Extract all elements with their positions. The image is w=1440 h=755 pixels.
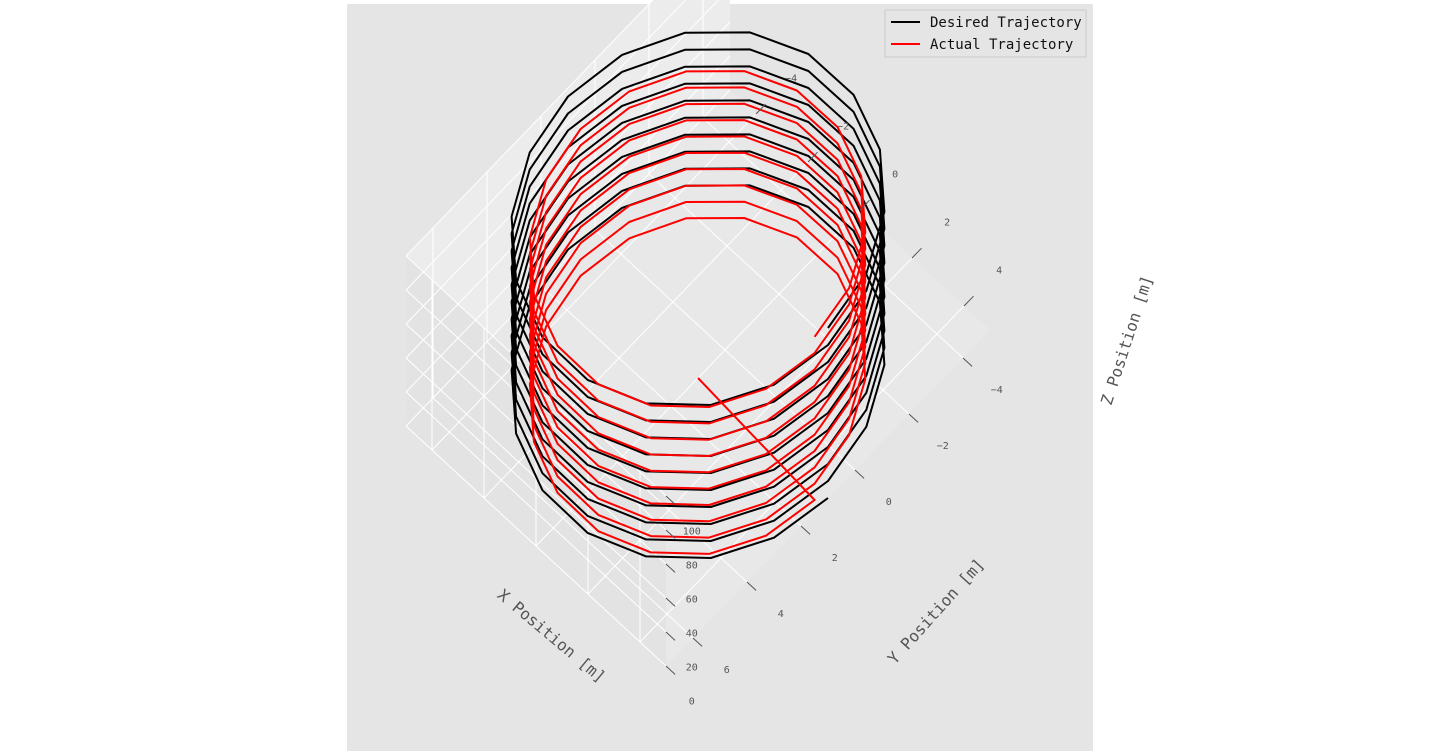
y-axis-tick <box>800 525 811 535</box>
actual-trajectory-line <box>528 70 867 555</box>
z-axis-tick-label: 0 <box>689 696 695 707</box>
z-axis-tick <box>665 597 676 607</box>
x-axis-tick-label: 0 <box>892 170 898 181</box>
z-axis-tick-label: 80 <box>686 560 698 571</box>
legend-frame <box>884 9 1087 58</box>
y-axis-tick-label: 4 <box>778 609 784 620</box>
legend-actual-label: Actual Trajectory <box>930 37 1073 53</box>
y-axis-tick <box>962 357 973 367</box>
y-axis-tick-label: −2 <box>937 441 949 452</box>
z-axis-tick <box>665 529 676 539</box>
x-axis-tick <box>807 151 818 163</box>
y-axis-tick <box>908 413 919 423</box>
x-axis-tick <box>911 247 922 259</box>
z-axis-tick <box>665 665 676 675</box>
y-axis-tick <box>692 637 703 647</box>
desired-trajectory-line <box>510 31 886 559</box>
y-axis-tick-label: −4 <box>991 385 1003 396</box>
y-axis-tick <box>746 581 757 591</box>
x-axis-tick <box>755 103 766 115</box>
z-axis-tick-label: 100 <box>683 526 701 537</box>
y-axis-tick-label: 2 <box>832 553 838 564</box>
z-axis-tick-label: 40 <box>686 628 698 639</box>
z-axis-tick <box>665 631 676 641</box>
z-axis-tick <box>665 563 676 573</box>
x-axis-tick <box>963 295 974 307</box>
z-axis-tick-label: 20 <box>686 662 698 673</box>
x-axis-tick-label: −2 <box>837 122 849 133</box>
legend: Desired Trajectory Actual Trajectory <box>884 9 1087 58</box>
z-axis-tick <box>665 495 676 505</box>
x-axis-tick <box>859 199 870 211</box>
x-axis-tick-label: 2 <box>944 218 950 229</box>
z-axis-tick-label: 60 <box>686 594 698 605</box>
trajectory-lines <box>510 31 886 559</box>
x-axis-tick-label: 4 <box>996 266 1002 277</box>
y-axis-tick-label: 6 <box>724 665 730 676</box>
legend-desired-label: Desired Trajectory <box>930 15 1082 31</box>
y-axis-tick <box>854 469 865 479</box>
z-axis-label: Z Position [m] <box>1097 273 1157 407</box>
y-axis-tick-label: 0 <box>886 497 892 508</box>
x-axis-tick-label: −4 <box>785 74 797 85</box>
